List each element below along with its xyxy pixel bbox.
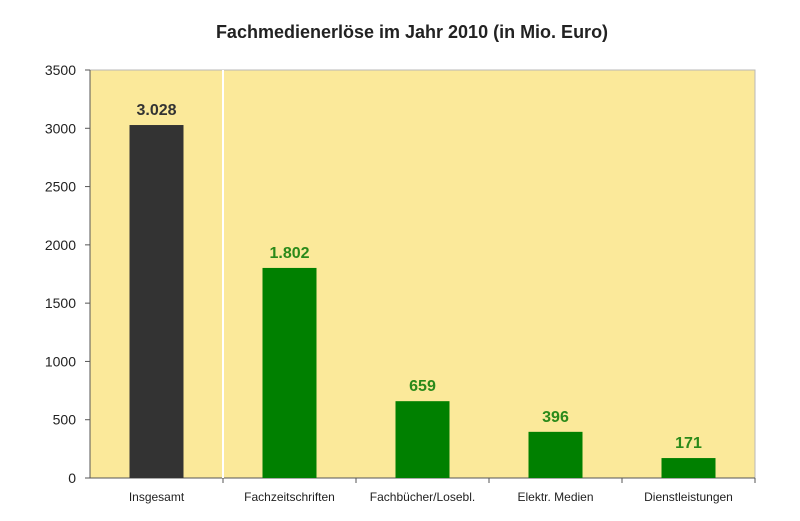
data-label: 1.802: [269, 245, 309, 262]
x-tick-label: Dienstleistungen: [644, 490, 733, 504]
data-label: 171: [675, 435, 702, 452]
bar-dienstleistungen: [661, 458, 716, 478]
y-tick-label: 500: [53, 412, 77, 428]
axes: 0 500 1000 1500 2000 2500 3000 3500: [45, 62, 756, 486]
y-tick-label: 0: [68, 470, 76, 486]
y-tick-label: 1500: [45, 295, 76, 311]
y-tick-label: 2000: [45, 237, 76, 253]
bar-fachzeitschriften: [262, 267, 317, 478]
data-labels: 3.028 Insgesamt 1.802 Fachzeitschriften 659 F…: [129, 102, 733, 504]
bars: [129, 125, 716, 478]
chart-title: Fachmedienerlöse im Jahr 2010 (in Mio. E…: [216, 22, 608, 42]
x-tick-label: Fachbücher/Losebl.: [370, 490, 475, 504]
data-label: 396: [542, 409, 569, 426]
data-label: 3.028: [136, 102, 176, 119]
x-tick-label: Fachzeitschriften: [244, 490, 335, 504]
y-tick-label: 3000: [45, 120, 76, 136]
bar-insgesamt: [129, 125, 184, 478]
data-label: 659: [409, 378, 436, 395]
y-tick-label: 1000: [45, 353, 76, 369]
y-tick-label: 2500: [45, 179, 76, 195]
bar-elektr-medien: [528, 431, 583, 478]
x-tick-label: Elektr. Medien: [517, 490, 593, 504]
x-tick-label: Insgesamt: [129, 490, 185, 504]
bar-fachb-cher-losebl: [395, 401, 450, 478]
y-tick-label: 3500: [45, 62, 76, 78]
